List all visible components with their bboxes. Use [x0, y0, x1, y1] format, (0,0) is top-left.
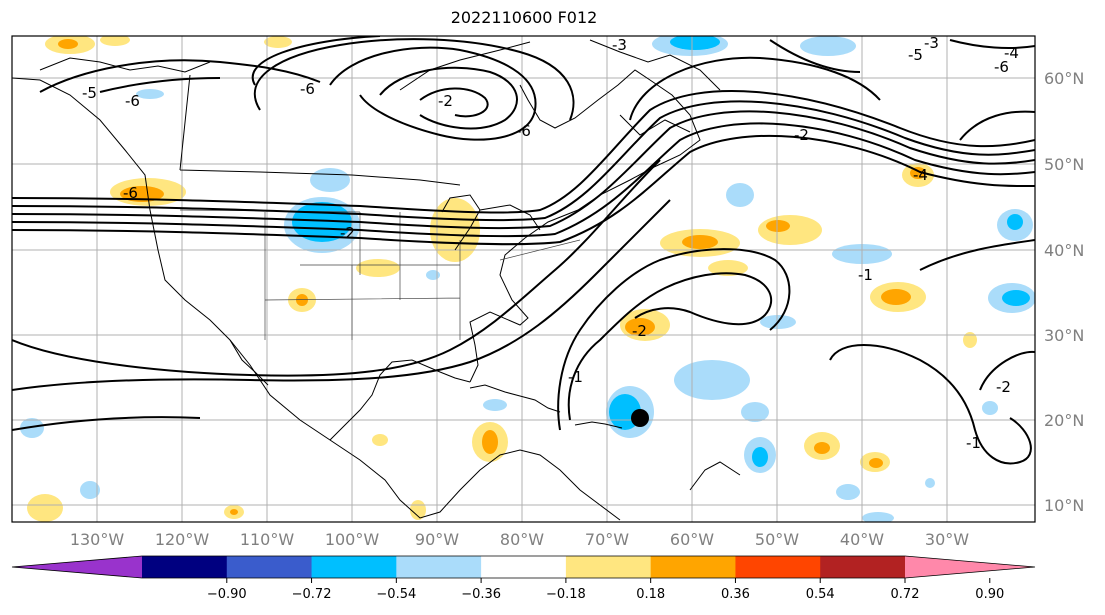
- colorbar-segment: [311, 556, 397, 578]
- contour-label: -6: [123, 184, 138, 202]
- contour-label: -1: [568, 368, 583, 386]
- contour-label: -4: [913, 166, 928, 184]
- colorbar-segment: [481, 556, 567, 578]
- contour-label: -2: [996, 378, 1011, 396]
- contour-label: -6: [994, 58, 1009, 76]
- lon-label: 120°W: [155, 530, 210, 549]
- lon-label: 100°W: [325, 530, 380, 549]
- map-frame: [11, 35, 1036, 523]
- colorbar-outline: [11, 555, 1036, 579]
- contour-label: -5: [82, 84, 97, 102]
- lon-label: 80°W: [500, 530, 544, 549]
- colorbar-label: −0.54: [376, 587, 416, 602]
- colorbar-segment: [735, 556, 821, 578]
- lat-label: 20°N: [1044, 411, 1084, 430]
- lon-label: 130°W: [70, 530, 125, 549]
- colorbar-label: 0.72: [891, 587, 920, 602]
- contour-label: -2: [340, 224, 355, 242]
- typhoon-center-icon: [631, 409, 649, 427]
- latitude-labels: 60°N 50°N 40°N 30°N 20°N 10°N: [1044, 69, 1084, 515]
- contour-lines: [12, 36, 1035, 465]
- contour-label: -6: [516, 122, 531, 140]
- lat-label: 40°N: [1044, 241, 1084, 260]
- longitude-labels: 130°W 120°W 110°W 100°W 90°W 80°W 70°W 6…: [70, 530, 969, 549]
- contour-label: -6: [125, 92, 140, 110]
- lat-label: 10°N: [1044, 496, 1084, 515]
- lat-label: 30°N: [1044, 326, 1084, 345]
- contour-label: -1: [858, 266, 873, 284]
- colorbar-label: 0.54: [806, 587, 835, 602]
- colorbar-label: −0.90: [207, 587, 247, 602]
- colorbar-label: −0.36: [461, 587, 501, 602]
- lon-label: 40°W: [840, 530, 884, 549]
- colorbar-segments: [11, 555, 1036, 583]
- coastlines: [12, 39, 741, 521]
- contour-label: -2: [438, 92, 453, 110]
- contour-label: -2: [632, 322, 647, 340]
- lat-label: 50°N: [1044, 155, 1084, 174]
- lon-label: 110°W: [240, 530, 295, 549]
- colorbar-segment: [142, 556, 228, 578]
- colorbar-segment: [226, 556, 313, 578]
- contour-label: -3: [612, 36, 627, 54]
- map-title: 2022110600 F012: [450, 8, 598, 27]
- contour-label: -4: [1004, 44, 1019, 62]
- anomaly-shading: [20, 36, 1035, 522]
- colorbar-segment: [650, 556, 736, 578]
- contour-labels: -5 -6 -6 -6 -2 -6 -3 -3 -5 -6 -4 -2 -2 -…: [82, 34, 1019, 452]
- contour-label: -3: [924, 34, 939, 52]
- graticule: [12, 36, 1035, 522]
- colorbar-label: 0.18: [636, 587, 665, 602]
- colorbar: −0.90 −0.72 −0.54 −0.36 −0.18 0.18 0.36 …: [11, 555, 1036, 602]
- contour-label: -1: [966, 434, 981, 452]
- lon-label: 60°W: [670, 530, 714, 549]
- colorbar-extend-high: [905, 556, 1035, 578]
- contour-label: -6: [300, 80, 315, 98]
- colorbar-labels: −0.90 −0.72 −0.54 −0.36 −0.18 0.18 0.36 …: [207, 587, 1004, 602]
- colorbar-label: −0.72: [292, 587, 332, 602]
- lon-label: 50°W: [755, 530, 799, 549]
- contour-label: -2: [794, 126, 809, 144]
- colorbar-segment: [565, 556, 652, 578]
- contour-label: -5: [908, 46, 923, 64]
- lon-label: 30°W: [925, 530, 969, 549]
- colorbar-label: 0.90: [975, 587, 1004, 602]
- colorbar-extend-low: [12, 556, 142, 578]
- lon-label: 70°W: [585, 530, 629, 549]
- colorbar-label: 0.36: [721, 587, 750, 602]
- colorbar-segment: [820, 556, 906, 578]
- colorbar-segment: [396, 556, 482, 578]
- lon-label: 90°W: [415, 530, 459, 549]
- lat-label: 60°N: [1044, 69, 1084, 88]
- colorbar-label: −0.18: [546, 587, 586, 602]
